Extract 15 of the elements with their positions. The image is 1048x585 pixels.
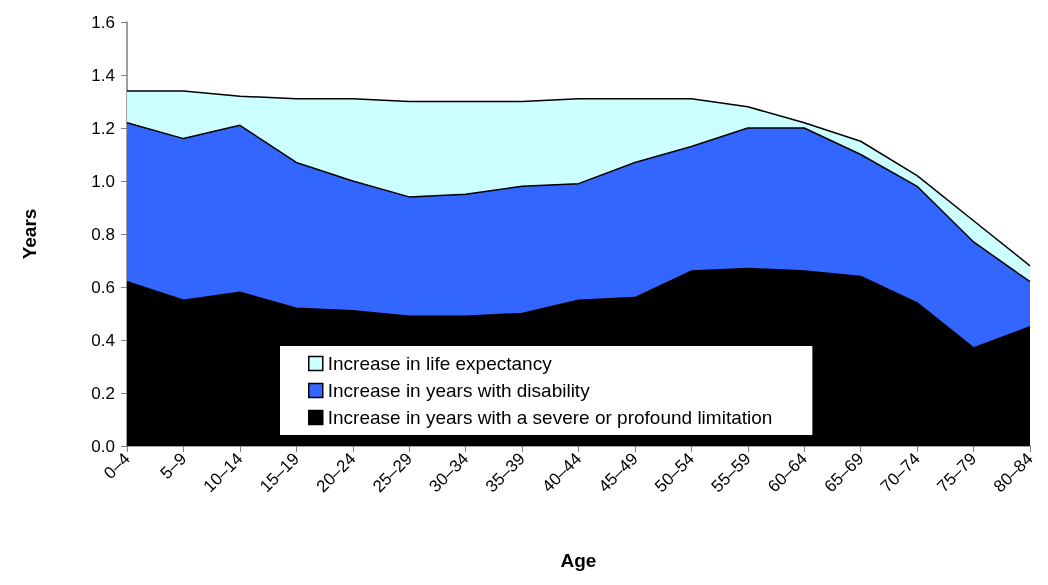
y-tick-label: 0.2 xyxy=(91,383,115,403)
legend-label: Increase in years with disability xyxy=(327,380,591,401)
y-tick-label: 0.4 xyxy=(91,330,115,350)
y-tick-label: 0.8 xyxy=(91,224,115,244)
y-axis-title: Years xyxy=(19,208,40,260)
y-tick-label: 0.6 xyxy=(91,277,115,297)
legend-label: Increase in years with a severe or profound limitation xyxy=(327,407,773,428)
x-tick-label: 5–9 xyxy=(156,449,191,483)
y-tick-label: 0.0 xyxy=(91,436,115,456)
y-tick-label: 1.0 xyxy=(91,171,115,191)
legend-label: Increase in life expectancy xyxy=(327,353,553,374)
y-tick-label: 1.6 xyxy=(91,12,115,32)
y-tick-label: 1.4 xyxy=(91,65,115,85)
y-tick-label: 1.2 xyxy=(91,118,115,138)
x-axis-title: Age xyxy=(560,550,597,571)
